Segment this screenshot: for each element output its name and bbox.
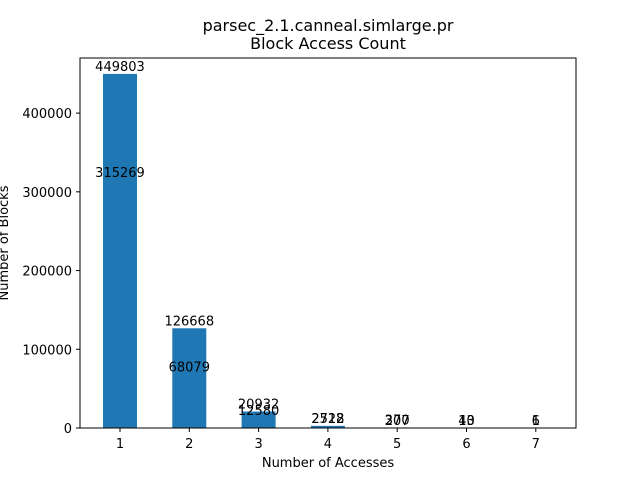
y-tick-label: 0 <box>64 422 72 437</box>
data-label: 1 <box>532 414 540 429</box>
data-label: 68079 <box>169 360 210 375</box>
chart-subtitle: Block Access Count <box>250 34 406 53</box>
data-label: 207 <box>385 414 410 429</box>
y-tick-label: 400000 <box>22 107 72 122</box>
bars-group <box>103 73 553 428</box>
bar-3 <box>241 411 276 428</box>
x-axis-label: Number of Accesses <box>262 456 395 471</box>
x-tick-label: 4 <box>324 437 332 452</box>
y-tick-label: 200000 <box>22 265 72 280</box>
y-axis-label: Number of Blocks <box>0 185 12 300</box>
data-label: 40 <box>458 414 475 429</box>
bar-4 <box>310 425 345 428</box>
data-label: 13 <box>458 414 475 429</box>
x-tick-label: 6 <box>462 437 470 452</box>
bar-2 <box>172 328 207 428</box>
data-label: 2528 <box>311 412 344 427</box>
data-label: 2712 <box>311 412 344 427</box>
x-tick-label: 2 <box>185 437 193 452</box>
y-ticks-group: 0 100000 200000 300000 400000 <box>22 107 80 437</box>
data-label: 126668 <box>164 314 214 329</box>
x-tick-label: 3 <box>254 437 262 452</box>
data-label: 6 <box>532 414 540 429</box>
x-tick-label: 7 <box>532 437 540 452</box>
x-tick-label: 1 <box>116 437 124 452</box>
bar-1 <box>103 73 137 428</box>
plot-frame <box>79 57 577 429</box>
data-label: 12580 <box>238 404 279 419</box>
data-label: 449803 <box>95 60 145 75</box>
y-tick-label: 300000 <box>22 186 72 201</box>
data-labels-group: 449803 126668 20932 2712 207 13 1 315269 68079 12… <box>95 60 540 429</box>
y-tick-label: 100000 <box>22 343 72 358</box>
data-label: 20932 <box>238 398 279 413</box>
x-tick-label: 5 <box>393 437 401 452</box>
data-label: 370 <box>385 414 410 429</box>
x-ticks-group: 1 2 3 4 5 6 7 <box>116 428 540 452</box>
data-label: 315269 <box>95 166 145 181</box>
chart-title: parsec_2.1.canneal.simlarge.pr <box>203 16 454 36</box>
